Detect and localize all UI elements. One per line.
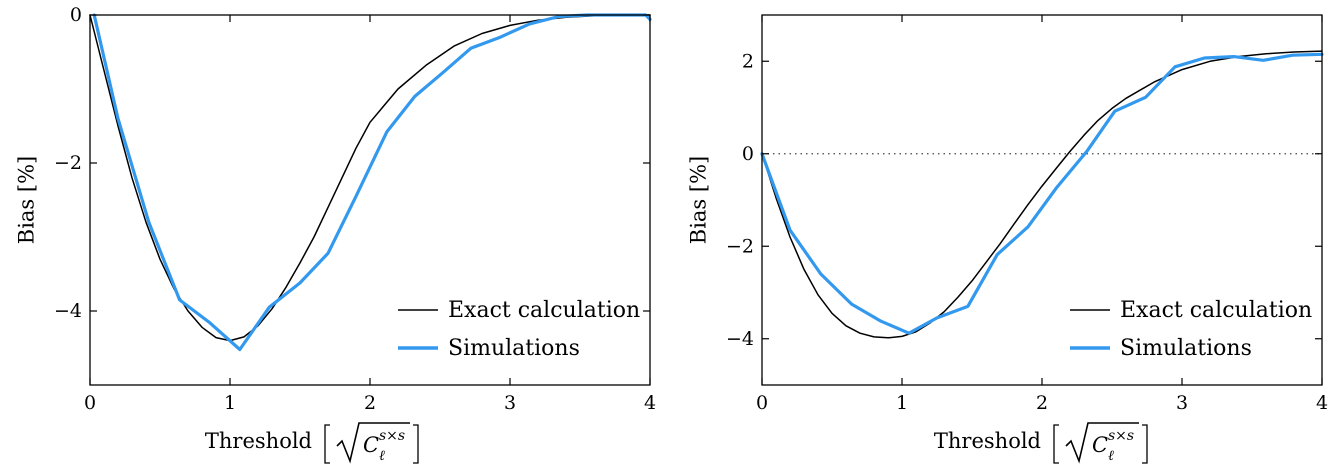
left-x-axis-unit-subscript: ℓ: [379, 448, 385, 464]
left-x-axis-unit-symbol: C: [363, 433, 379, 457]
left-panel: 0 1 2 3 4 −4 −2 0 Bias [%] Threshold C s×s ℓ Ex…: [15, 4, 657, 464]
right-x-axis-unit-symbol: C: [1092, 433, 1108, 457]
right-series-exact-calculation-line: [761, 50, 1323, 339]
right-x-axis-unit-left-bracket: [1053, 424, 1059, 464]
right-x-tick-label: 3: [1176, 392, 1188, 414]
left-y-axis-label: Bias [%]: [15, 156, 39, 244]
left-x-axis-unit-sqrt-sign: [336, 422, 410, 464]
right-x-axis-unit-superscript: s×s: [1108, 428, 1134, 444]
right-series-simulations-line: [760, 52, 1324, 335]
right-y-axis-label: Bias [%]: [687, 156, 711, 244]
right-x-axis-unit-subscript: ℓ: [1108, 448, 1114, 464]
left-ticks-layer: 0 1 2 3 4 −4 −2 0: [54, 4, 656, 414]
right-x-tick-label: 4: [1316, 392, 1328, 414]
left-x-tick-label: 2: [364, 392, 376, 414]
right-x-axis-unit-sqrt-sign: [1065, 422, 1139, 464]
left-x-axis-unit-right-bracket: [413, 424, 419, 464]
left-legend: Exact calculation Simulations: [398, 298, 640, 361]
right-y-tick-label: 2: [742, 50, 754, 72]
left-x-axis-label-text: Threshold: [205, 429, 312, 453]
right-x-axis-label-text: Threshold: [934, 429, 1041, 453]
right-x-tick-label: 1: [896, 392, 908, 414]
left-x-axis-unit-superscript: s×s: [379, 428, 405, 444]
left-x-tick-label: 0: [84, 392, 96, 414]
right-x-axis-unit-right-bracket: [1142, 424, 1148, 464]
left-x-tick-label: 4: [644, 392, 656, 414]
left-series-exact-calculation-line: [89, 14, 651, 342]
right-ticks-layer: 0 1 2 3 4 −4 −2 0 2: [726, 15, 1328, 414]
right-x-tick-label: 0: [756, 392, 768, 414]
right-panel: 0 1 2 3 4 −4 −2 0 2 Bias [%] Threshold C s×s ℓ E…: [687, 14, 1328, 464]
left-legend-label-simulations: Simulations: [448, 336, 580, 361]
right-legend-label-simulations: Simulations: [1120, 336, 1252, 361]
left-legend-label-exact: Exact calculation: [448, 298, 640, 323]
right-legend-label-exact: Exact calculation: [1120, 298, 1312, 323]
left-y-axis-label-text: Bias [%]: [15, 156, 39, 244]
right-x-tick-label: 2: [1036, 392, 1048, 414]
left-y-tick-label: 0: [70, 4, 82, 26]
right-legend: Exact calculation Simulations: [1070, 298, 1312, 361]
left-x-axis-label: Threshold C s×s ℓ: [205, 422, 419, 464]
right-y-tick-label: −2: [726, 235, 754, 257]
left-x-axis-unit-left-bracket: [324, 424, 330, 464]
right-y-tick-label: −4: [726, 328, 754, 350]
left-x-tick-label: 1: [224, 392, 236, 414]
right-series-layer: [760, 50, 1324, 339]
right-plot-frame: [761, 14, 1323, 386]
left-plot-frame: [89, 14, 651, 386]
left-y-tick-label: −4: [54, 300, 82, 322]
right-y-tick-label: 0: [742, 143, 754, 165]
right-y-axis-label-text: Bias [%]: [687, 156, 711, 244]
left-x-tick-label: 3: [504, 392, 516, 414]
left-y-tick-label: −2: [54, 152, 82, 174]
right-x-axis-label: Threshold C s×s ℓ: [934, 422, 1148, 464]
